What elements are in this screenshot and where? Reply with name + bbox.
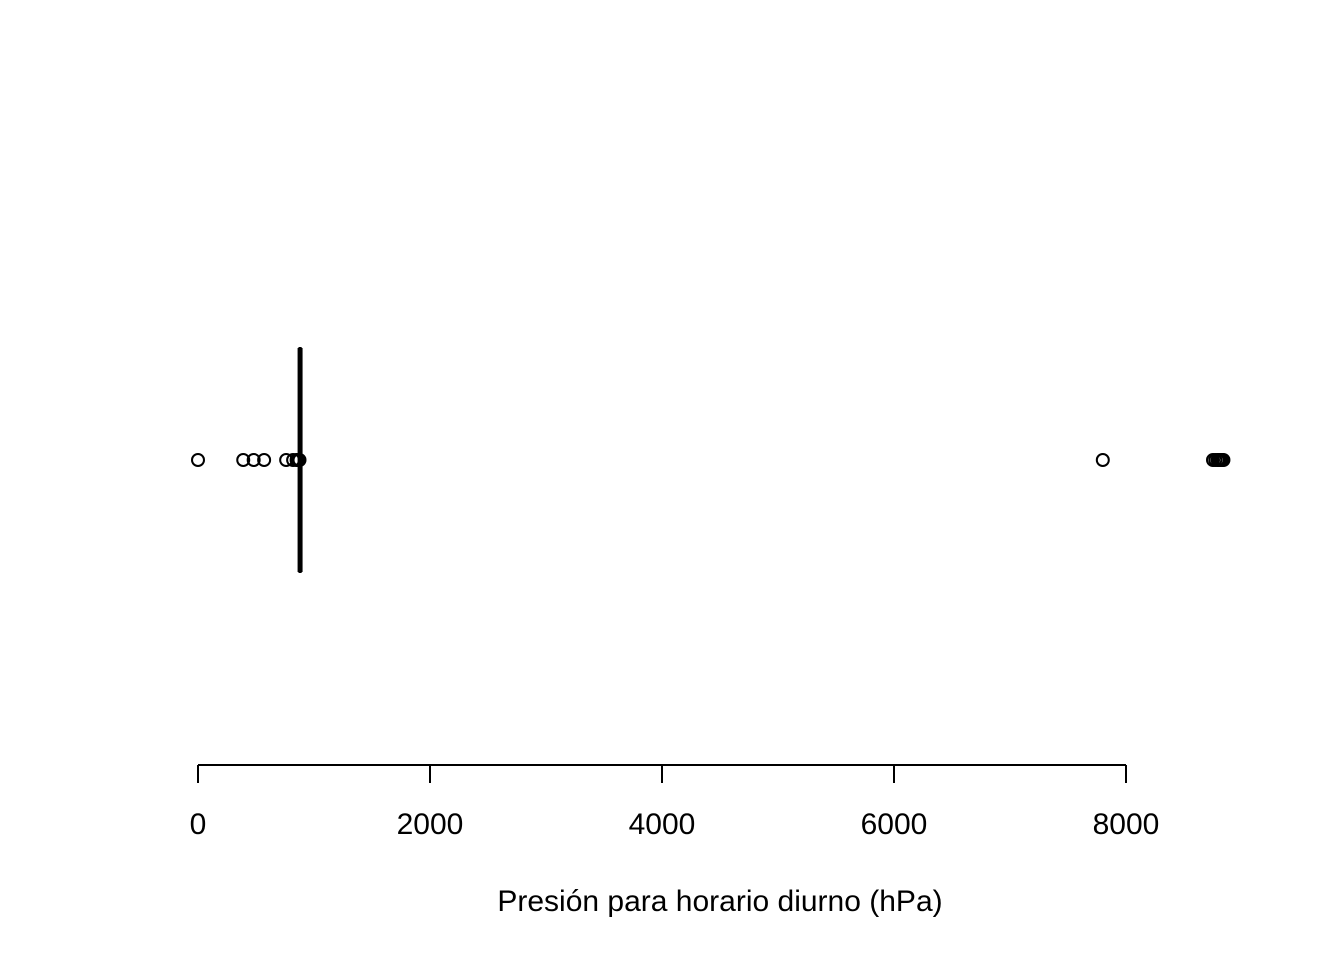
x-tick-label: 4000 (629, 808, 696, 841)
outlier-point (292, 453, 307, 467)
outlier-point (191, 453, 205, 467)
outlier-point (236, 453, 251, 467)
x-tick-label: 0 (190, 808, 207, 841)
outlier-point (257, 453, 272, 467)
x-axis: 0 2000 4000 6000 8000 (190, 764, 1160, 841)
outlier-point (1216, 453, 1231, 467)
plot-area (191, 347, 1231, 573)
outlier-point (1095, 453, 1110, 467)
x-tick-label: 2000 (397, 808, 464, 841)
x-tick-label: 8000 (1093, 808, 1160, 841)
x-axis-title: Presión para horario diurno (hPa) (497, 885, 942, 918)
x-tick-label: 6000 (861, 808, 928, 841)
outlier-point (246, 453, 261, 467)
